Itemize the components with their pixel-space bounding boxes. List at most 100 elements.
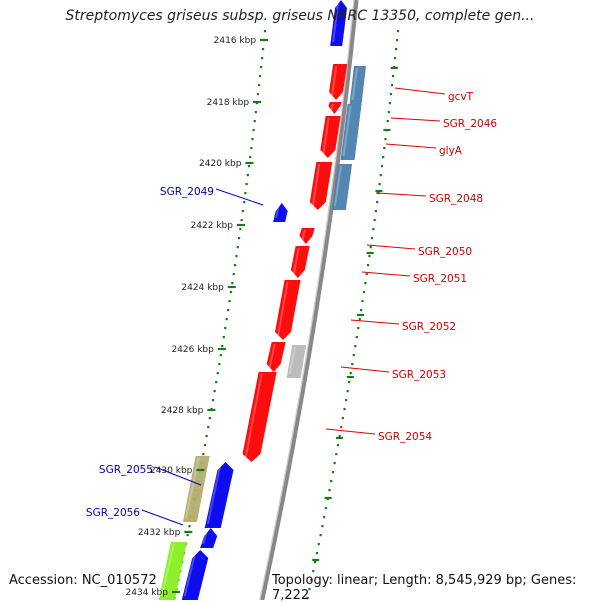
right-track-dot [369, 246, 372, 249]
left-track-dot [257, 84, 261, 87]
leader-SGR_2053 [340, 366, 390, 373]
leader-SGR_2056 [141, 509, 184, 526]
lime-feature[interactable] [158, 542, 187, 600]
forward-gene[interactable] [204, 462, 234, 528]
scale-tick-label: 2432 kbp [138, 528, 181, 538]
SGR_2046-gene[interactable] [328, 102, 342, 114]
right-track-dot [358, 318, 361, 321]
left-track-dot [240, 219, 243, 222]
right-track-dot [314, 561, 317, 564]
gene-label-gcvT[interactable]: gcvT [448, 91, 474, 103]
right-track-dot [308, 588, 311, 591]
gene-label-SGR_2052[interactable]: SGR_2052 [402, 321, 456, 333]
SGR_2050-gene[interactable] [299, 228, 315, 244]
gray-feature-shine [288, 347, 297, 374]
forward-gene-bottom-shine [183, 552, 197, 596]
left-track-dot [244, 192, 247, 195]
right-track-dot [374, 210, 378, 213]
left-track-dot [233, 264, 237, 267]
right-track-dot [328, 489, 331, 492]
gcvT-gene-shine [331, 66, 338, 96]
gene-label-SGR_2048[interactable]: SGR_2048 [429, 193, 483, 205]
right-track-dot [315, 552, 319, 555]
left-track-dot [263, 30, 267, 33]
glyA-gene[interactable] [320, 116, 341, 158]
forward-gene-bottom[interactable] [181, 550, 209, 600]
left-track-dot [227, 309, 230, 312]
left-track-dot [258, 75, 262, 78]
right-track-dot [349, 372, 352, 375]
gene-features [158, 0, 366, 600]
right-track-dot [343, 408, 346, 411]
SGR_2052-gene-shine [277, 282, 289, 336]
left-track-dot [247, 165, 251, 168]
right-track-dot [393, 57, 397, 60]
left-track-dot [229, 291, 233, 294]
right-track-dot [317, 543, 320, 546]
gene-label-SGR_2049[interactable]: SGR_2049 [160, 186, 214, 198]
SGR_2049-gene-shine [275, 205, 280, 218]
SGR_2049-gene[interactable] [273, 203, 288, 222]
left-track-dot [249, 156, 252, 159]
right-track-dot [373, 219, 376, 222]
gene-label-SGR_2054[interactable]: SGR_2054 [378, 431, 432, 443]
SGR_2052-gene[interactable] [275, 280, 301, 340]
left-track-dot [202, 453, 205, 456]
left-track-dot [243, 201, 246, 204]
gene-label-SGR_2056[interactable]: SGR_2056 [86, 507, 140, 519]
gene-label-glyA[interactable]: glyA [439, 145, 463, 157]
right-track-dot [338, 435, 341, 438]
gene-label-SGR_2046[interactable]: SGR_2046 [443, 118, 497, 130]
left-track-dot [236, 246, 239, 249]
backbone-line [259, 0, 359, 601]
right-track-dot [333, 462, 336, 465]
right-track-dot [324, 507, 328, 510]
forward-gene-top[interactable] [330, 0, 347, 46]
lime-feature-shine [160, 544, 175, 596]
gene-label-SGR_2051[interactable]: SGR_2051 [413, 273, 467, 285]
right-track-dot [321, 525, 324, 528]
right-track-dot [355, 336, 358, 339]
left-track-dot [261, 48, 265, 51]
right-track-dot [370, 237, 374, 240]
left-track-dot [211, 399, 215, 402]
left-track-dot [216, 372, 219, 375]
scale-ticks: 2416 kbp 2418 kbp 2420 kbp 2422 kbp 2424 kbp… [126, 36, 398, 598]
SGR_2052b-gene[interactable] [266, 342, 286, 372]
right-track-dot [351, 363, 354, 366]
left-track-dot [207, 426, 210, 429]
left-track-dot [252, 129, 255, 132]
SGR_2048-gene[interactable] [309, 162, 333, 210]
steelblue-feature[interactable] [349, 66, 366, 104]
gene-label-SGR_2055[interactable]: SGR_2055 [99, 464, 153, 476]
right-track-dot [357, 327, 360, 330]
left-track-dot [251, 138, 254, 141]
SGR_2056-gene[interactable] [200, 528, 218, 548]
gray-feature[interactable] [286, 345, 307, 378]
SGR_2055-feature[interactable] [182, 456, 210, 522]
leader-SGR_2051 [361, 271, 411, 277]
gene-label-SGR_2050[interactable]: SGR_2050 [418, 246, 472, 258]
forward-gene-top-shine [332, 2, 339, 42]
gene-label-SGR_2053[interactable]: SGR_2053 [392, 369, 446, 381]
steelblue-feature[interactable] [331, 164, 353, 210]
right-track-dot [360, 309, 363, 312]
leader-SGR_2050 [366, 244, 416, 250]
leader-gcvT [394, 87, 446, 95]
leader-SGR_2055 [154, 466, 202, 486]
right-track-dot [382, 156, 385, 159]
steelblue-feature[interactable] [340, 104, 362, 160]
steelblue-feature-shine [333, 166, 343, 206]
left-track-dot [228, 300, 231, 303]
SGR_2052b-gene-shine [268, 344, 276, 368]
right-track-dot [330, 480, 333, 483]
left-track-dot [241, 210, 245, 213]
SGR_2050-gene-shine [301, 230, 306, 240]
leader-SGR_2046 [390, 117, 441, 122]
SGR_2051-gene[interactable] [290, 246, 310, 278]
SGR_2054-gene[interactable] [242, 372, 277, 462]
gcvT-gene[interactable] [329, 64, 348, 100]
scale-tick-label: 2424 kbp [181, 283, 224, 293]
left-track-dot [208, 417, 211, 420]
